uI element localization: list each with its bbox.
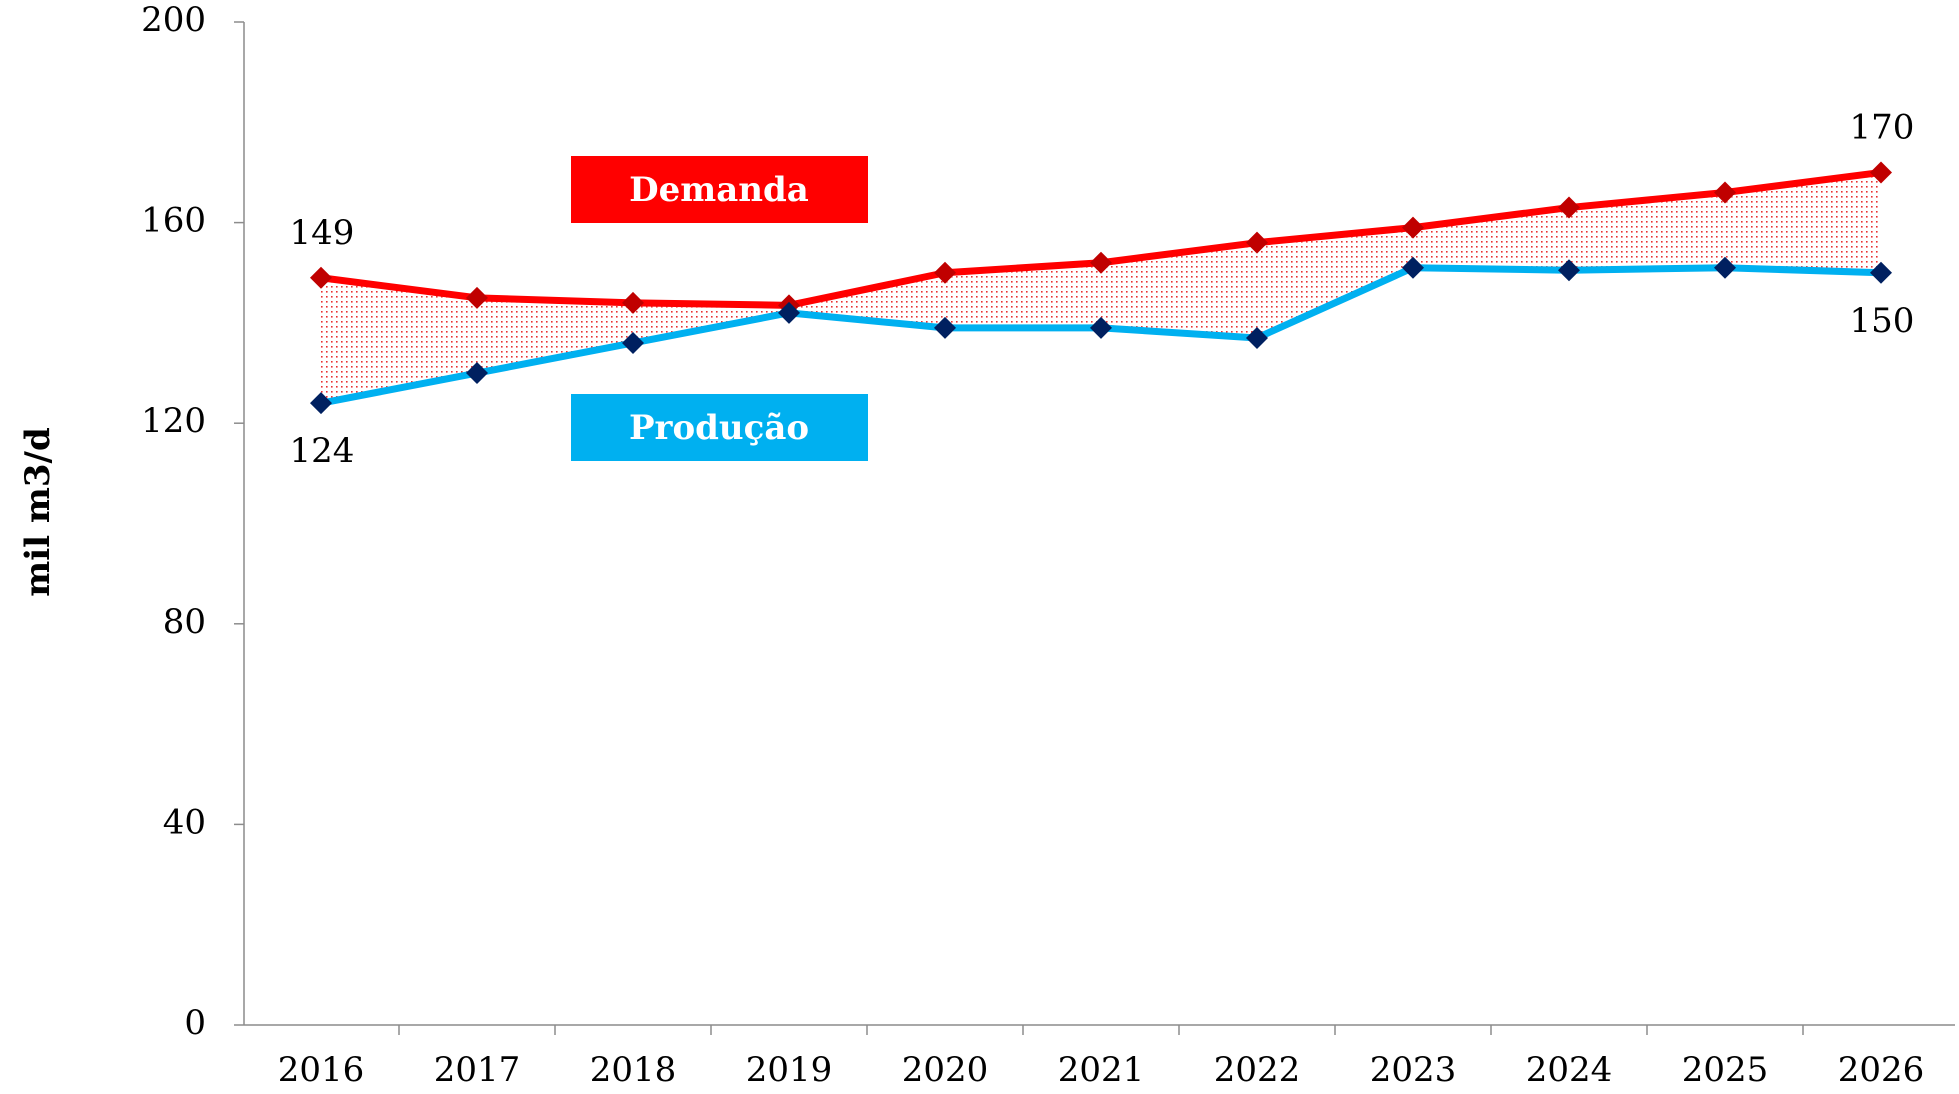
marker <box>934 261 956 284</box>
marker <box>622 331 644 354</box>
x-tick-label: 2017 <box>434 1050 521 1090</box>
x-tick-label: 2024 <box>1526 1050 1613 1090</box>
x-tick-label: 2019 <box>746 1050 833 1090</box>
x-tick-label: 2026 <box>1838 1050 1925 1090</box>
marker <box>310 392 332 415</box>
x-tick-label: 2018 <box>590 1050 677 1090</box>
legend-label: Produção <box>629 408 809 448</box>
marker <box>466 362 488 385</box>
marker <box>1246 231 1268 254</box>
data-label: 149 <box>290 213 355 253</box>
x-tick-label: 2020 <box>902 1050 989 1090</box>
marker <box>622 291 644 314</box>
legend-box <box>571 156 868 223</box>
x-tick-label: 2023 <box>1370 1050 1457 1090</box>
y-tick-label: 80 <box>163 602 206 642</box>
x-tick-label: 2025 <box>1682 1050 1769 1090</box>
x-tick-label: 2016 <box>278 1050 365 1090</box>
gap-area <box>321 172 1881 404</box>
marker <box>1090 251 1112 274</box>
marker <box>934 316 956 339</box>
data-label: 150 <box>1850 301 1915 341</box>
marker <box>1558 196 1580 219</box>
marker <box>1402 256 1424 279</box>
marker <box>1402 216 1424 239</box>
y-tick-label: 160 <box>141 201 206 241</box>
legend-label: Demanda <box>629 170 809 210</box>
marker <box>1558 259 1580 282</box>
marker <box>1714 181 1736 204</box>
y-tick-label: 200 <box>141 0 206 40</box>
marker <box>466 286 488 309</box>
x-tick-label: 2022 <box>1214 1050 1301 1090</box>
marker <box>1246 326 1268 349</box>
legend-box <box>571 394 868 461</box>
data-label: 170 <box>1850 107 1915 147</box>
marker <box>1090 316 1112 339</box>
x-tick-label: 2021 <box>1058 1050 1145 1090</box>
y-tick-label: 0 <box>184 1003 206 1043</box>
y-tick-label: 40 <box>163 802 206 842</box>
marker <box>778 301 800 324</box>
y-tick-label: 120 <box>141 401 206 441</box>
marker <box>1870 261 1892 284</box>
marker <box>1714 256 1736 279</box>
marker <box>310 266 332 289</box>
marker <box>1870 161 1892 184</box>
y-axis-label: mil m3/d <box>18 427 58 596</box>
data-label: 124 <box>290 431 355 471</box>
